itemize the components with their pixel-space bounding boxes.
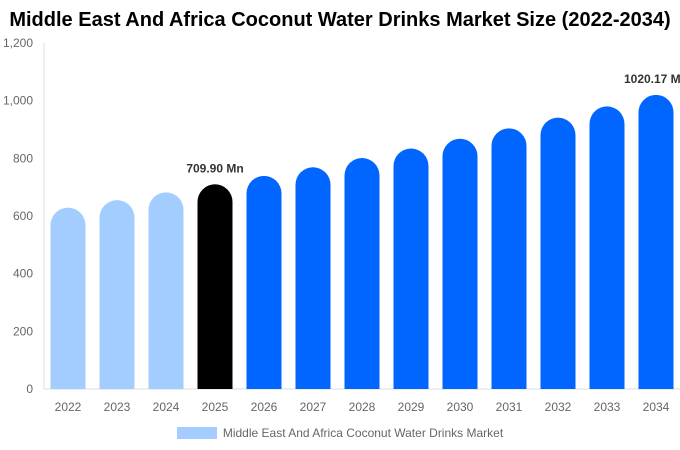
x-tick-label: 2025: [202, 400, 229, 414]
x-tick-label: 2026: [251, 400, 278, 414]
bar-2028: [344, 158, 380, 389]
y-tick-label: 1,200: [3, 36, 33, 50]
x-tick-label: 2027: [300, 400, 327, 414]
x-tick-label: 2023: [104, 400, 131, 414]
bar-2022: [50, 207, 86, 389]
y-tick-label: 200: [13, 324, 33, 338]
y-tick-label: 600: [13, 209, 33, 223]
y-tick-label: 0: [26, 382, 33, 396]
x-tick-label: 2033: [594, 400, 621, 414]
x-tick-label: 2028: [349, 400, 376, 414]
x-tick-label: 2024: [153, 400, 180, 414]
legend-swatch: [176, 427, 217, 439]
x-tick-label: 2029: [398, 400, 425, 414]
data-label-2025: 709.90 Mn: [186, 161, 243, 175]
bar-2029: [393, 148, 429, 389]
legend: Middle East And Africa Coconut Water Dri…: [0, 426, 680, 440]
x-tick-label: 2034: [643, 400, 670, 414]
bar-2024: [148, 192, 184, 389]
x-tick-label: 2031: [496, 400, 523, 414]
bar-2032: [540, 117, 576, 389]
bar-2034: [638, 94, 674, 389]
bar-2027: [295, 167, 331, 389]
bar-2030: [442, 138, 478, 389]
data-label-2034: 1020.17 Mn: [624, 72, 680, 86]
y-tick-label: 1,000: [3, 94, 33, 108]
y-tick-label: 800: [13, 151, 33, 165]
x-tick-label: 2032: [545, 400, 572, 414]
x-tick-label: 2030: [447, 400, 474, 414]
chart-title: Middle East And Africa Coconut Water Dri…: [9, 9, 671, 31]
bar-2025: [197, 184, 233, 389]
legend-label: Middle East And Africa Coconut Water Dri…: [222, 426, 504, 440]
bar-2023: [99, 200, 135, 389]
bar-2031: [491, 128, 527, 389]
bar-2026: [246, 175, 282, 389]
bar-2033: [589, 106, 625, 389]
y-tick-label: 400: [13, 267, 33, 281]
x-tick-label: 2022: [55, 400, 82, 414]
